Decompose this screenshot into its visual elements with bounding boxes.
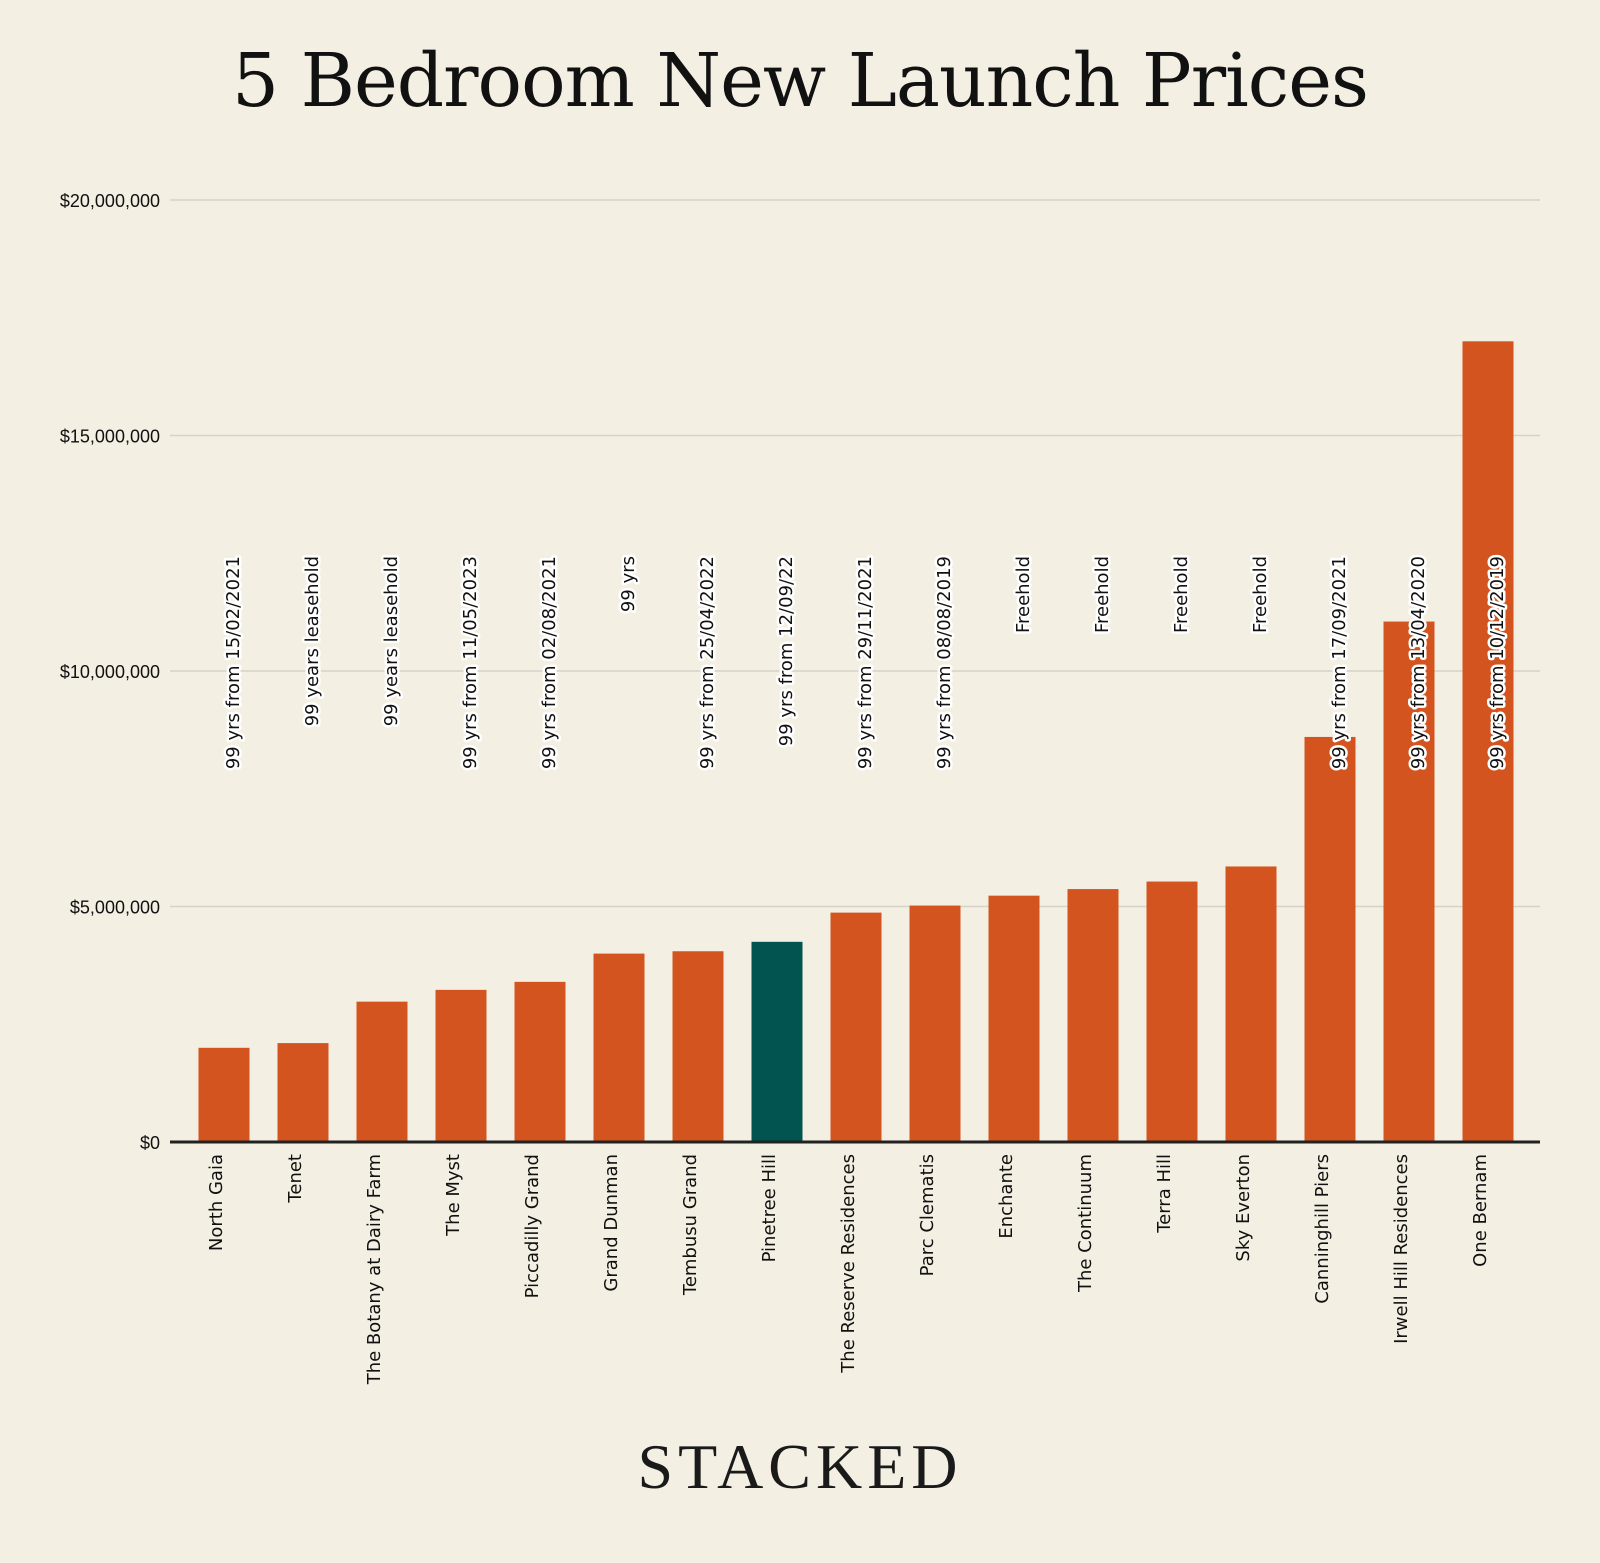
tenure-label: 99 yrs from 12/09/22 — [776, 556, 797, 746]
x-tick-label: Pinetree Hill — [759, 1154, 780, 1262]
x-tick-label: Irwell Hill Residences — [1391, 1154, 1412, 1344]
y-tick-label: $10,000,000 — [60, 662, 160, 682]
x-tick-label: The Reserve Residences — [838, 1154, 859, 1374]
bar — [1462, 341, 1514, 1142]
chart-title: 5 Bedroom New Launch Prices — [232, 38, 1369, 124]
tenure-label: Freehold — [1013, 556, 1034, 633]
bar — [198, 1047, 250, 1142]
bar — [593, 953, 645, 1142]
tenure-label: 99 yrs — [618, 556, 639, 612]
tenure-label: Freehold — [1171, 556, 1192, 633]
tenure-label: 99 yrs from 17/09/2021 — [1329, 556, 1350, 769]
tenure-annotations: 99 yrs from 15/02/2021 99 years leasehold… — [221, 554, 1511, 772]
tenure-label: 99 yrs from 11/05/2023 — [460, 556, 481, 769]
x-tick-label: The Botany at Dairy Farm — [364, 1154, 385, 1385]
x-tick-label: Enchante — [996, 1154, 1017, 1239]
bar — [514, 981, 566, 1142]
x-tick-label: Tembusu Grand — [680, 1154, 701, 1296]
x-tick-label: Piccadilly Grand — [522, 1154, 543, 1298]
bar — [988, 895, 1040, 1142]
x-tick-label: One Bernam — [1470, 1154, 1491, 1267]
y-tick-label: $5,000,000 — [70, 898, 160, 918]
y-tick-label: $0 — [140, 1133, 160, 1153]
bars — [198, 341, 1514, 1142]
y-tick-label: $20,000,000 — [60, 191, 160, 211]
y-tick-label: $15,000,000 — [60, 427, 160, 447]
tenure-label: 99 yrs from 08/08/2019 — [934, 556, 955, 769]
tenure-label: Freehold — [1092, 556, 1113, 633]
x-tick-label: Terra Hill — [1154, 1154, 1175, 1234]
bar — [1383, 621, 1435, 1142]
x-tick-label: North Gaia — [206, 1154, 227, 1251]
bar — [1146, 881, 1198, 1142]
x-tick-label: Grand Dunman — [601, 1154, 622, 1292]
bar — [1225, 866, 1277, 1142]
bar — [277, 1043, 329, 1142]
tenure-label: 99 yrs from 02/08/2021 — [539, 556, 560, 769]
brand-logo: STACKED — [637, 1431, 963, 1502]
tenure-label: Freehold — [1250, 556, 1271, 633]
tenure-label: 99 yrs from 10/12/2019 — [1487, 556, 1508, 769]
tenure-label: 99 yrs from 13/04/2020 — [1408, 556, 1429, 769]
bar — [435, 989, 487, 1142]
tenure-label: 99 years leasehold — [302, 556, 323, 726]
bar — [356, 1001, 408, 1142]
tenure-label: 99 yrs from 25/04/2022 — [697, 556, 718, 769]
x-tick-label: Sky Everton — [1233, 1154, 1254, 1262]
bar — [672, 951, 724, 1142]
x-tick-label: Tenet — [285, 1154, 306, 1204]
bar — [909, 905, 961, 1142]
bar — [1067, 889, 1119, 1142]
tenure-label: 99 years leasehold — [381, 556, 402, 726]
x-axis-ticks: North Gaia Tenet The Botany at Dairy Farm T… — [206, 1154, 1491, 1385]
x-tick-label: The Myst — [443, 1154, 464, 1237]
bar — [751, 941, 803, 1142]
x-tick-label: Canninghill Piers — [1312, 1154, 1333, 1304]
x-tick-label: The Continuum — [1075, 1154, 1096, 1293]
tenure-label: 99 yrs from 15/02/2021 — [223, 556, 244, 769]
bar — [1304, 736, 1356, 1142]
tenure-label: 99 yrs from 29/11/2021 — [855, 556, 876, 769]
x-tick-label: Parc Clematis — [917, 1154, 938, 1276]
bar — [830, 912, 882, 1142]
y-axis-ticks: $0 $5,000,000 $10,000,000 $15,000,000 $20,00… — [60, 191, 160, 1153]
